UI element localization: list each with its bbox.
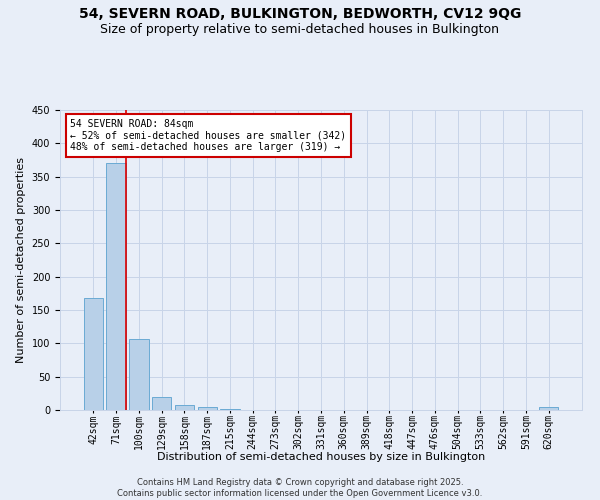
Bar [84,298,103,410]
Bar [129,338,149,410]
Bar [152,396,172,410]
Text: Size of property relative to semi-detached houses in Bulkington: Size of property relative to semi-detach… [101,22,499,36]
Y-axis label: Number of semi-detached properties: Number of semi-detached properties [16,157,26,363]
Text: 54, SEVERN ROAD, BULKINGTON, BEDWORTH, CV12 9QG: 54, SEVERN ROAD, BULKINGTON, BEDWORTH, C… [79,8,521,22]
Text: Contains HM Land Registry data © Crown copyright and database right 2025.
Contai: Contains HM Land Registry data © Crown c… [118,478,482,498]
Bar [175,406,194,410]
Bar [539,408,558,410]
Text: Distribution of semi-detached houses by size in Bulkington: Distribution of semi-detached houses by … [157,452,485,462]
Bar [106,164,126,410]
Bar [197,408,217,410]
Text: 54 SEVERN ROAD: 84sqm
← 52% of semi-detached houses are smaller (342)
48% of sem: 54 SEVERN ROAD: 84sqm ← 52% of semi-deta… [70,119,347,152]
